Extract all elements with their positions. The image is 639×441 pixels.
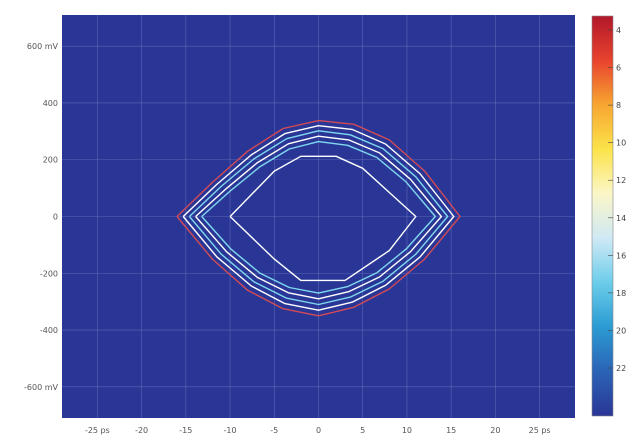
colorbar-tick-label: 18 <box>616 289 626 298</box>
eye-contour <box>229 155 417 282</box>
x-tick-label: -15 <box>179 426 192 435</box>
x-axis-ticks: -25 ps -20 -15 -10 -5 0 5 10 15 20 25 ps <box>85 426 551 435</box>
x-tick-label: 0 <box>316 426 321 435</box>
x-tick-label: 10 <box>402 426 412 435</box>
colorbar-tick-label: 6 <box>616 64 621 73</box>
x-tick-label: 15 <box>446 426 456 435</box>
colorbar-tick-label: 12 <box>616 176 626 185</box>
eye-contour <box>201 140 436 294</box>
y-tick-label: -400 <box>40 326 58 335</box>
colorbar-ticks: 4 6 8 10 12 14 16 18 20 22 <box>608 26 626 373</box>
x-tick-label: 5 <box>360 426 365 435</box>
x-tick-label: -25 ps <box>85 426 110 435</box>
colorbar-tick-label: 4 <box>616 26 621 35</box>
x-tick-label: 25 ps <box>529 426 551 435</box>
eye-contour <box>182 125 455 311</box>
eye-contours <box>176 119 461 317</box>
y-tick-label: -200 <box>40 269 58 278</box>
y-tick-label: 600 mV <box>27 42 59 51</box>
colorbar-tick-label: 22 <box>616 364 626 373</box>
eye-contour <box>195 135 443 300</box>
x-tick-label: -20 <box>135 426 148 435</box>
y-axis-ticks: 600 mV 400 200 0 -200 -400 -600 mV <box>24 42 58 392</box>
x-tick-label: -5 <box>270 426 278 435</box>
colorbar-tick-label: 20 <box>616 326 626 335</box>
colorbar <box>591 15 614 417</box>
y-tick-label: 400 <box>43 99 58 108</box>
colorbar-tick-label: 16 <box>616 251 626 260</box>
x-tick-label: 20 <box>490 426 500 435</box>
eye-contour <box>176 119 461 317</box>
grid <box>62 15 575 418</box>
y-tick-label: 0 <box>53 213 58 222</box>
x-tick-label: -10 <box>224 426 237 435</box>
colorbar-tick-label: 10 <box>616 139 626 148</box>
eye-contour <box>188 130 449 306</box>
colorbar-tick-label: 8 <box>616 101 621 110</box>
y-tick-label: 200 <box>43 156 58 165</box>
colorbar-tick-label: 14 <box>616 214 626 223</box>
y-tick-label: -600 mV <box>24 383 58 392</box>
